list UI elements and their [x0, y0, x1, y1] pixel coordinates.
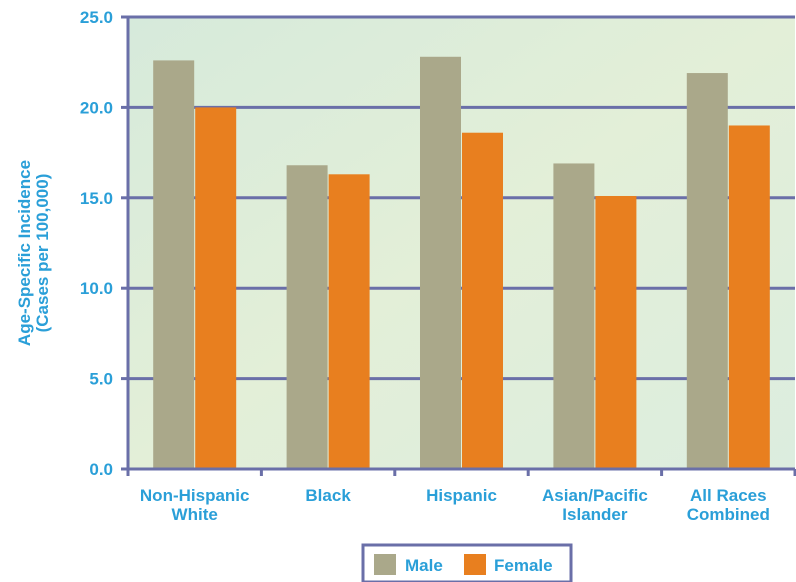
bar-male: [153, 60, 195, 469]
y-tick-label: 15.0: [80, 189, 113, 208]
legend-label-male: Male: [405, 556, 443, 575]
legend: Male Female: [361, 543, 573, 582]
plot-area: [128, 17, 795, 469]
y-tick-labels: 0.0 5.0 10.0 15.0 20.0 25.0: [80, 8, 113, 479]
x-tick-label: Black: [305, 486, 351, 505]
bar-female: [195, 107, 237, 470]
bar-female: [462, 132, 503, 469]
bar-female: [328, 174, 370, 469]
legend-swatch-male: [374, 554, 396, 575]
x-tick-label: All Races Combined: [687, 486, 770, 524]
x-tick-label: Asian/Pacific Islander: [542, 486, 648, 524]
legend-label-female: Female: [494, 556, 553, 575]
bar-female: [728, 125, 770, 469]
y-tick-label: 10.0: [80, 279, 113, 298]
x-tick-label: Non-Hispanic White: [140, 486, 250, 524]
bar-male: [553, 163, 595, 469]
bar-male: [686, 73, 728, 469]
y-tick-label: 0.0: [89, 460, 113, 479]
axes: [121, 15, 796, 476]
legend-swatch-female: [464, 554, 486, 575]
y-axis-label: Age-Specific Incidence(Cases per 100,000…: [15, 160, 52, 346]
y-tick-label: 5.0: [89, 370, 113, 389]
bars: [153, 56, 770, 470]
bar-female: [595, 195, 637, 469]
y-tick-label: 25.0: [80, 8, 113, 27]
bar-male: [420, 56, 461, 469]
x-tick-label: Hispanic: [426, 486, 497, 505]
gridlines: [128, 15, 795, 381]
y-tick-label: 20.0: [80, 98, 113, 117]
x-tick-labels: Non-Hispanic White Black Hispanic Asian/Paci…: [140, 486, 770, 524]
bar-male: [286, 165, 328, 470]
